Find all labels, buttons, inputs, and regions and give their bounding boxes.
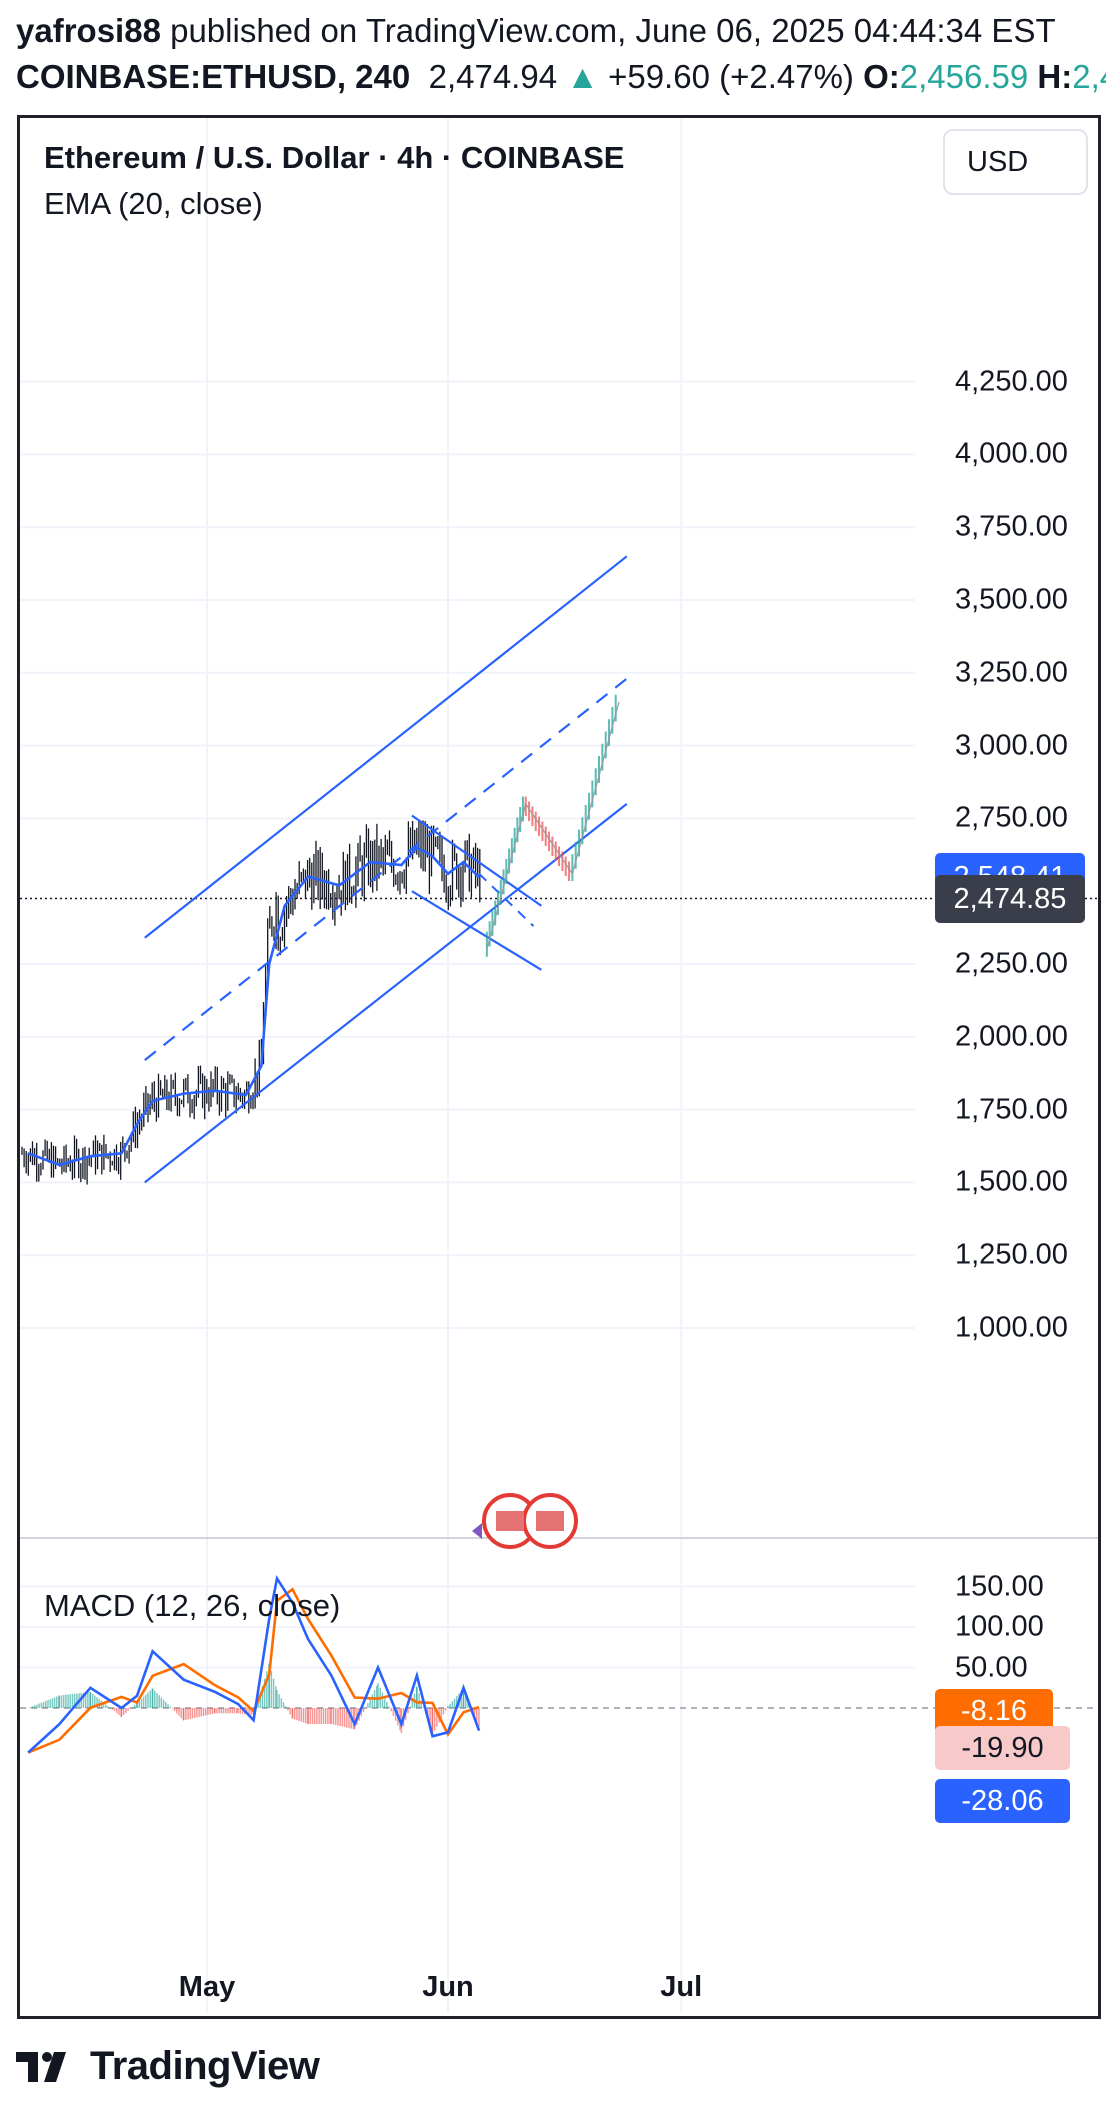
time-axis-label: May — [178, 1971, 236, 2003]
up-arrow-icon: ▲ — [566, 58, 599, 95]
symbol-name: COINBASE:ETHUSD, 240 — [16, 58, 411, 95]
macd-axis-tick: 150.00 — [955, 1570, 1044, 1602]
open-label: O: — [863, 58, 900, 95]
price-axis-tick: 1,500.00 — [955, 1165, 1068, 1198]
publisher-line: yafrosi88 published on TradingView.com, … — [16, 8, 1106, 54]
chart-canvas[interactable] — [20, 118, 1098, 2016]
wedge-mid-line[interactable] — [478, 873, 535, 927]
last-price: 2,474.94 — [428, 58, 558, 95]
price-axis-tick: 1,250.00 — [955, 1238, 1068, 1271]
published-text: published on TradingView.com, June 06, 2… — [160, 12, 1056, 49]
last-price-label[interactable]: 2,474.85 — [935, 874, 1085, 923]
tradingview-logo-icon[interactable] — [16, 2046, 80, 2086]
high-value: 2,48 — [1072, 58, 1106, 95]
price-axis-tick: 3,500.00 — [955, 583, 1068, 616]
wedge-upper-line[interactable] — [411, 814, 542, 907]
footer: TradingView — [16, 2036, 320, 2096]
signal-value-label[interactable]: -28.06 — [935, 1778, 1070, 1823]
price-axis-tick: 2,750.00 — [955, 801, 1068, 834]
ema-legend[interactable]: EMA (20, close) — [44, 186, 263, 221]
channel-trendline[interactable] — [144, 555, 628, 939]
symbol-line: COINBASE:ETHUSD, 240 2,474.94 ▲ +59.60 (… — [16, 54, 1106, 100]
price-axis-tick: 4,250.00 — [955, 365, 1068, 398]
price-axis-tick: 1,750.00 — [955, 1093, 1068, 1126]
price-axis-tick: 2,000.00 — [955, 1020, 1068, 1053]
macd-line — [27, 1574, 481, 1754]
macd-legend[interactable]: MACD (12, 26, close) — [44, 1588, 341, 1623]
time-axis-label: Jul — [660, 1971, 703, 2003]
us-flag-stripes-icon — [536, 1511, 564, 1531]
histogram-value-label[interactable]: -19.90 — [935, 1726, 1070, 1771]
price-axis-tick: 3,250.00 — [955, 656, 1068, 689]
open-value: 2,456.59 — [899, 58, 1029, 95]
brand-name: TradingView — [90, 2043, 320, 2088]
chart-title[interactable]: Ethereum / U.S. Dollar · 4h · COINBASE — [44, 140, 625, 175]
macd-axis-tick: 100.00 — [955, 1610, 1044, 1643]
projection-segment[interactable] — [525, 803, 573, 875]
currency-button[interactable]: USD — [943, 129, 1088, 195]
projection-segment[interactable] — [571, 701, 620, 874]
projection-segment[interactable] — [486, 803, 527, 950]
price-axis-tick: 3,000.00 — [955, 729, 1068, 762]
channel-trendline[interactable] — [144, 802, 628, 1184]
event-marker-icon[interactable] — [472, 1523, 482, 1539]
macd-value-label[interactable]: -8.16 — [935, 1688, 1053, 1733]
price-change: +59.60 (+2.47%) — [608, 58, 854, 95]
price-axis-tick: 1,000.00 — [955, 1311, 1068, 1344]
author-name[interactable]: yafrosi88 — [16, 12, 161, 49]
ema-line — [27, 845, 481, 1167]
time-axis-label: Jun — [422, 1971, 474, 2003]
wedge-lower-line[interactable] — [411, 890, 542, 971]
price-axis-tick: 4,000.00 — [955, 437, 1068, 470]
us-flag-stripes-icon — [496, 1511, 524, 1531]
channel-trendline[interactable] — [144, 677, 628, 1061]
high-label: H: — [1037, 58, 1073, 95]
macd-axis-tick: 50.00 — [955, 1651, 1028, 1683]
chart-frame[interactable]: Ethereum / U.S. Dollar · 4h · COINBASE E… — [17, 115, 1101, 2019]
price-axis-tick: 3,750.00 — [955, 510, 1068, 543]
price-axis-tick: 2,250.00 — [955, 947, 1068, 980]
publication-header: yafrosi88 published on TradingView.com, … — [16, 8, 1106, 100]
